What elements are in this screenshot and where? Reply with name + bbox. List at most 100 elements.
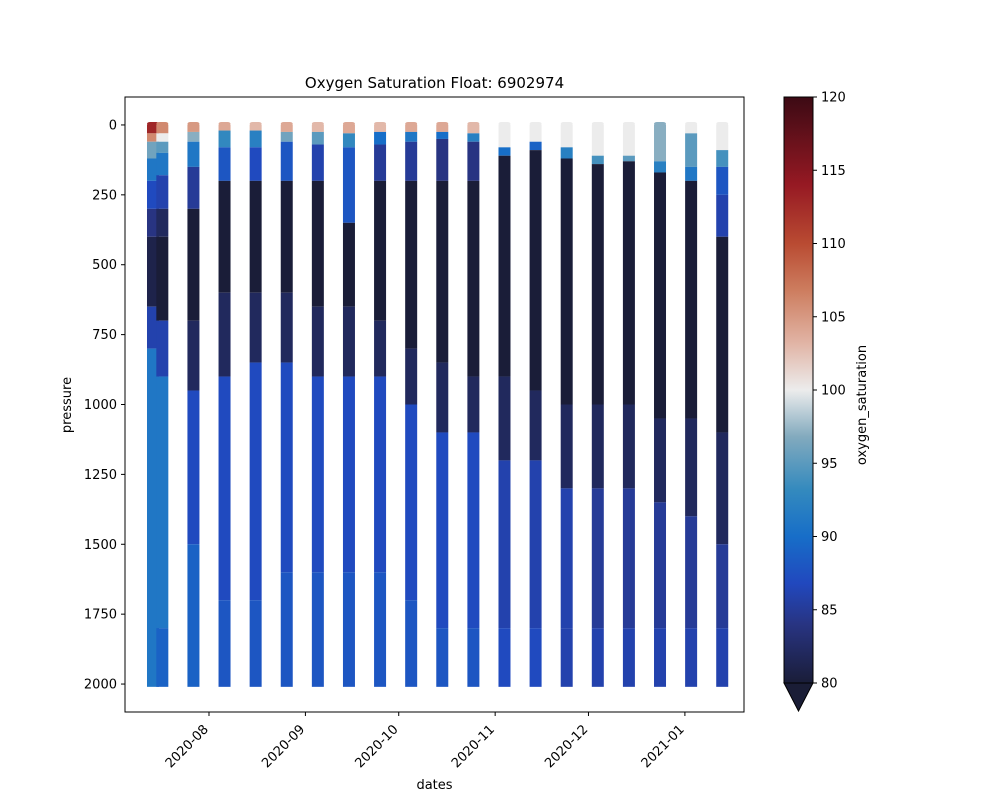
- profile-segment: [280, 131, 293, 142]
- profile-segment: [249, 130, 262, 148]
- profile-segment: [249, 147, 262, 181]
- profile-2020-09-15: [342, 121, 355, 687]
- profile-segment: [342, 572, 355, 687]
- profile-segment: [156, 320, 169, 377]
- profile-segment: [685, 133, 698, 167]
- profile-segment: [146, 141, 159, 159]
- profile-segment: [146, 236, 159, 307]
- profile-cap-top: [654, 121, 667, 126]
- profile-segment: [342, 133, 355, 148]
- profile-segment: [187, 141, 200, 167]
- profile-segment: [374, 131, 387, 145]
- colorbar-tick-label: 100: [821, 384, 846, 399]
- profile-2020-11-24: [560, 121, 573, 687]
- x-tick-label: 2020-08: [163, 722, 212, 771]
- x-tick-label: 2021-01: [639, 722, 688, 771]
- profile-segment: [716, 150, 729, 167]
- profile-segment: [716, 236, 729, 433]
- profile-segment: [591, 164, 604, 405]
- profile-segment: [685, 516, 698, 629]
- profile-segment: [156, 124, 169, 134]
- profile-segment: [685, 166, 698, 181]
- profile-segment: [560, 628, 573, 687]
- profile-cap-top: [280, 121, 293, 126]
- profile-2020-12-14: [622, 121, 635, 687]
- y-tick-label: 250: [92, 188, 117, 203]
- plot-frame: [124, 96, 745, 713]
- chart-title: Oxygen Saturation Float: 6902974: [305, 74, 564, 92]
- x-axis-label: dates: [416, 778, 452, 793]
- profile-segment: [405, 180, 418, 349]
- profile-segment: [405, 404, 418, 601]
- profile-segment: [529, 141, 542, 151]
- x-axis: 2020-08 2020-09 2020-10 2020-11 2020-12 2021-…: [163, 712, 688, 771]
- profile-segment: [436, 432, 449, 629]
- profile-segment: [591, 404, 604, 489]
- profile-segment: [146, 133, 159, 142]
- profile-segment: [622, 404, 635, 489]
- profile-segment: [249, 600, 262, 687]
- profile-segment: [342, 222, 355, 307]
- profile-segment: [311, 572, 324, 687]
- colorbar-tick-label: 115: [821, 164, 846, 179]
- profile-segment: [146, 348, 159, 687]
- profile-cap-top: [622, 121, 635, 126]
- profile-segment: [146, 158, 159, 181]
- profile-segment: [436, 138, 449, 181]
- profile-segment: [146, 208, 159, 237]
- x-tick-label: 2020-10: [353, 722, 402, 771]
- profile-segment: [187, 208, 200, 321]
- profile-segment: [716, 432, 729, 545]
- y-axis: 0 250 500 750 1000 1250 1500 1750 2000: [84, 118, 125, 693]
- profile-segment: [374, 180, 387, 321]
- profile-cap-top: [405, 121, 418, 126]
- profile-segment: [529, 124, 542, 142]
- profile-segment: [187, 131, 200, 142]
- profile-segment: [654, 418, 667, 503]
- profile-2020-12-24: [654, 121, 667, 687]
- profile-segment: [591, 488, 604, 629]
- profile-segment: [311, 124, 324, 132]
- y-tick-label: 1250: [84, 468, 117, 483]
- profile-segment: [498, 155, 511, 377]
- profile-segment: [218, 376, 231, 601]
- profile-segment: [560, 488, 573, 629]
- profile-segment: [405, 348, 418, 405]
- profile-segment: [591, 155, 604, 165]
- profile-segment: [311, 131, 324, 145]
- profile-segment: [374, 572, 387, 687]
- profile-segment: [156, 175, 169, 209]
- profile-2020-10-05: [405, 121, 418, 687]
- profile-cap-top: [218, 121, 231, 126]
- profile-segment: [560, 147, 573, 159]
- x-tick-label: 2020-11: [449, 722, 498, 771]
- profile-segment: [187, 390, 200, 545]
- profile-segment: [436, 362, 449, 433]
- profile-segment: [622, 155, 635, 162]
- profile-segment: [529, 460, 542, 629]
- profile-cap-top: [342, 121, 355, 126]
- profile-segment: [342, 124, 355, 134]
- profile-segment: [685, 124, 698, 134]
- profile-segment: [405, 131, 418, 142]
- plot-area: [146, 121, 729, 687]
- profile-segment: [146, 306, 159, 349]
- profile-segment: [591, 628, 604, 687]
- y-tick-label: 1750: [84, 608, 117, 623]
- profile-segment: [187, 124, 200, 132]
- profile-segment: [436, 180, 449, 363]
- profile-2020-08-06: [218, 121, 231, 687]
- profile-segment: [311, 376, 324, 573]
- colorbar-label: oxygen_saturation: [855, 345, 870, 465]
- colorbar-tick-label: 120: [821, 91, 846, 106]
- profile-segment: [311, 180, 324, 307]
- profile-segment: [374, 144, 387, 181]
- colorbar-tick-label: 80: [821, 677, 838, 692]
- colorbar-tick-label: 105: [821, 310, 846, 325]
- profile-segment: [405, 124, 418, 132]
- profile-segment: [498, 124, 511, 148]
- profile-2020-12-04: [591, 121, 604, 687]
- profile-segment: [405, 600, 418, 687]
- profile-segment: [654, 502, 667, 629]
- colorbar-extend-arrow: [783, 682, 814, 713]
